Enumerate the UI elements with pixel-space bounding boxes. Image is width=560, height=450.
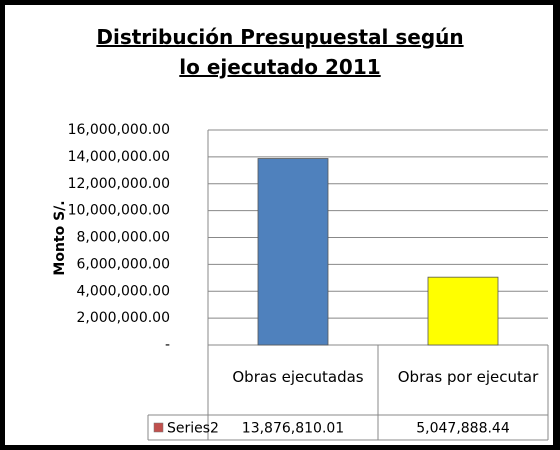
y-tick-label: - bbox=[165, 337, 170, 353]
y-axis-label: Monto S/. bbox=[52, 200, 68, 275]
data-table-value: 13,876,810.01 bbox=[242, 421, 344, 437]
y-tick-label: 14,000,000.00 bbox=[68, 149, 170, 165]
y-tick-label: 16,000,000.00 bbox=[68, 122, 170, 138]
data-table-value: 5,047,888.44 bbox=[416, 421, 510, 437]
y-tick-label: 6,000,000.00 bbox=[76, 256, 170, 272]
legend-key bbox=[153, 422, 164, 433]
y-tick-label: 10,000,000.00 bbox=[68, 203, 170, 219]
bar bbox=[427, 276, 499, 346]
y-tick-label: 8,000,000.00 bbox=[76, 230, 170, 246]
y-tick-label: 4,000,000.00 bbox=[76, 283, 170, 299]
y-tick-label: 2,000,000.00 bbox=[76, 310, 170, 326]
bar bbox=[257, 158, 329, 346]
x-tick-label: Obras ejecutadas bbox=[232, 368, 364, 386]
y-tick-label: 12,000,000.00 bbox=[68, 176, 170, 192]
chart-title: Distribución Presupuestal según lo ejecu… bbox=[96, 25, 464, 79]
legend-label: Series2 bbox=[167, 421, 219, 437]
x-tick-label: Obras por ejecutar bbox=[397, 368, 539, 386]
